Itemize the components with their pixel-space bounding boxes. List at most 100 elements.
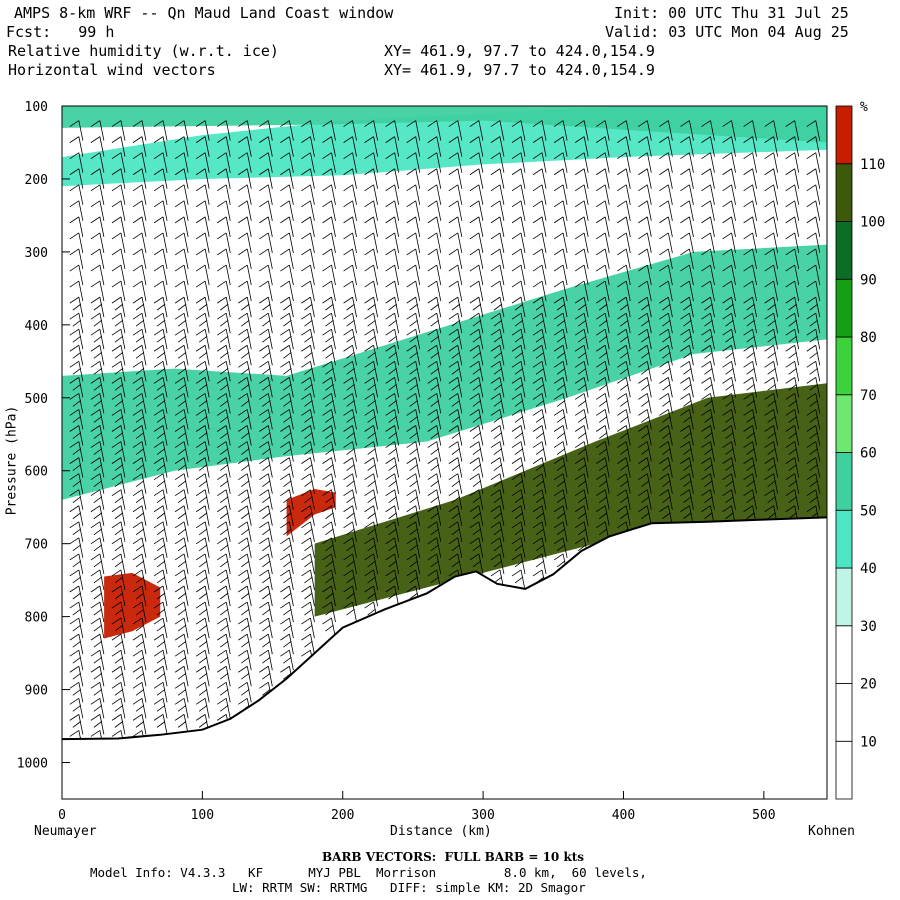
wind-barb (427, 521, 442, 542)
wind-barb (469, 216, 484, 237)
wind-barb (364, 232, 379, 254)
wind-barb (259, 505, 273, 526)
wind-barb (301, 521, 315, 542)
wind-barb (574, 344, 589, 366)
wind-barb (111, 152, 126, 173)
wind-barb (301, 377, 315, 398)
wind-barb (638, 232, 652, 254)
wind-barb (301, 633, 315, 655)
wind-barb (195, 553, 210, 574)
wind-barb (322, 360, 336, 382)
wind-barb (322, 216, 336, 237)
wind-barb (195, 264, 210, 286)
wind-barb (69, 264, 84, 286)
wind-barb (217, 328, 231, 350)
wind-barb (680, 409, 694, 430)
wind-barb (153, 136, 168, 157)
wind-barb (701, 184, 715, 205)
wind-barb (617, 473, 631, 494)
wind-barb (595, 296, 610, 318)
wind-barb (174, 216, 189, 237)
wind-barb (638, 441, 652, 462)
wind-barb (343, 473, 357, 494)
wind-barb (764, 184, 779, 205)
wind-barb (406, 136, 421, 157)
wind-barb (385, 328, 400, 350)
wind-barb (595, 216, 610, 237)
wind-barb (322, 377, 336, 398)
wind-barb (132, 328, 147, 350)
wind-barb (90, 601, 105, 623)
wind-barb (490, 184, 505, 205)
wind-barb (259, 248, 273, 270)
wind-barb (364, 521, 379, 542)
wind-barb (69, 152, 84, 173)
x-left-endpoint: Neumayer (34, 824, 97, 839)
wind-barb (280, 296, 294, 318)
wind-barb (174, 280, 189, 302)
wind-barb (574, 328, 589, 350)
xy-range-2: XY= 461.9, 97.7 to 424.0,154.9 (384, 61, 655, 79)
wind-barb (406, 377, 421, 398)
wind-barb (406, 232, 421, 254)
wind-barb (280, 633, 294, 655)
wind-barb (574, 200, 589, 221)
wind-barb (322, 441, 336, 462)
chart-title: AMPS 8-km WRF -- Qn Maud Land Coast wind… (14, 4, 394, 22)
wind-barb (743, 409, 757, 430)
wind-barb (280, 601, 294, 623)
wind-barb (617, 248, 631, 270)
wind-barb (195, 184, 210, 205)
wind-barb (301, 152, 315, 173)
wind-barb (259, 425, 273, 446)
wind-barb (69, 377, 84, 398)
wind-barb (469, 168, 484, 189)
wind-barb (280, 569, 294, 591)
wind-barb (132, 553, 147, 574)
wind-barb (385, 377, 400, 398)
y-tick-label: 300 (25, 246, 48, 261)
wind-barb (174, 537, 189, 558)
wind-barb (280, 312, 294, 334)
wind-barb (153, 264, 168, 286)
wind-barb (69, 312, 84, 334)
wind-barb (111, 617, 126, 639)
wind-barb (69, 168, 84, 189)
wind-barb (743, 200, 757, 221)
wind-barb (574, 473, 589, 494)
wind-barb (448, 457, 463, 478)
wind-barb (217, 264, 231, 286)
wind-barb (217, 681, 231, 703)
wind-barb (238, 569, 252, 591)
wind-barb (532, 136, 547, 157)
wind-barb (469, 377, 484, 398)
wind-barb (595, 136, 610, 157)
wind-barb (680, 393, 694, 414)
wind-barb (238, 409, 252, 430)
wind-barb (638, 409, 652, 430)
wind-barb (490, 489, 505, 510)
wind-barb (217, 360, 231, 382)
wind-barb (469, 184, 484, 205)
wind-barb (553, 280, 568, 302)
wind-barb (806, 120, 821, 141)
rh-region-2 (62, 244, 827, 500)
wind-barb (322, 168, 336, 189)
wind-barb (701, 216, 715, 237)
wind-barb (638, 248, 652, 270)
wind-barb (195, 120, 210, 141)
wind-barb (301, 264, 315, 286)
wind-barb (111, 377, 126, 398)
wind-barb (659, 312, 673, 334)
wind-barb (238, 360, 252, 382)
wind-barb (322, 569, 336, 591)
wind-barb (217, 697, 231, 719)
wind-barb (701, 473, 715, 494)
wind-barb (343, 120, 357, 141)
wind-barb (364, 344, 379, 366)
wind-barb (701, 328, 715, 350)
wind-barb (659, 393, 673, 414)
wind-barb (238, 377, 252, 398)
wind-barb (174, 585, 189, 607)
wind-barb (806, 344, 821, 366)
